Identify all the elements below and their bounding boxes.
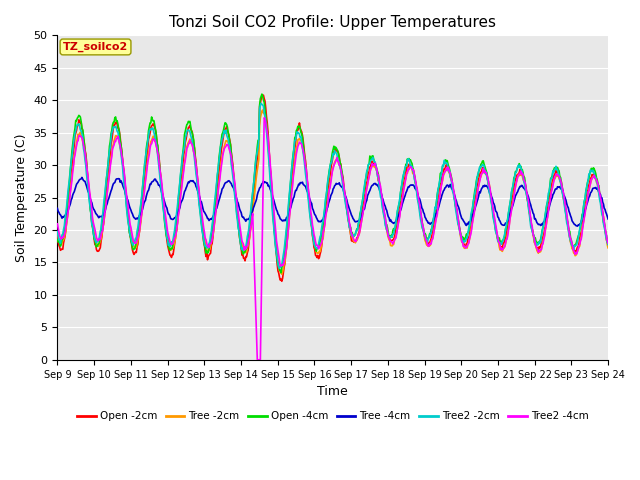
X-axis label: Time: Time	[317, 385, 348, 398]
Y-axis label: Soil Temperature (C): Soil Temperature (C)	[15, 133, 28, 262]
Legend: Open -2cm, Tree -2cm, Open -4cm, Tree -4cm, Tree2 -2cm, Tree2 -4cm: Open -2cm, Tree -2cm, Open -4cm, Tree -4…	[73, 407, 593, 426]
Text: TZ_soilco2: TZ_soilco2	[63, 42, 128, 52]
Title: Tonzi Soil CO2 Profile: Upper Temperatures: Tonzi Soil CO2 Profile: Upper Temperatur…	[169, 15, 496, 30]
